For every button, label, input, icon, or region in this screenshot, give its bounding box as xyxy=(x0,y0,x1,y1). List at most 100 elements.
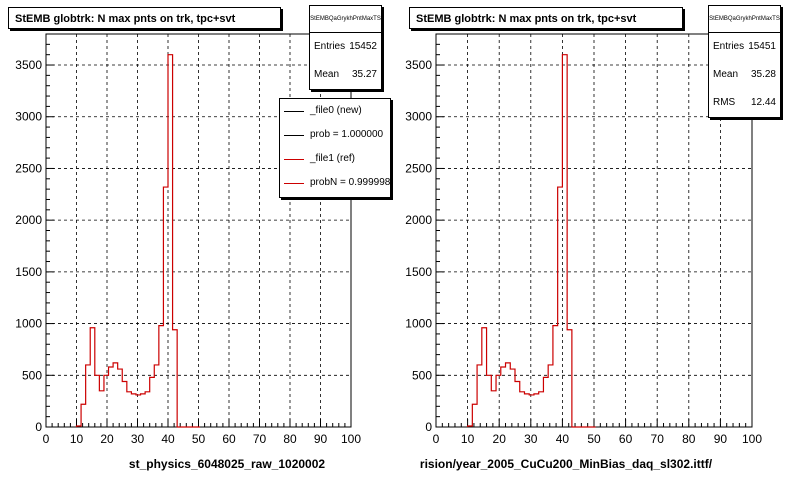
x-tick-label: 20 xyxy=(493,432,507,446)
histogram-bin xyxy=(558,187,563,427)
histogram-bin xyxy=(95,375,100,427)
stats-key: Mean xyxy=(314,69,340,80)
x-tick-label: 70 xyxy=(253,432,267,446)
x-tick-label: 90 xyxy=(714,432,728,446)
y-tick-label: 3500 xyxy=(405,58,432,72)
legend-entry: probN = 0.999998 xyxy=(280,171,390,195)
histogram-bin xyxy=(472,404,477,427)
y-tick-label: 3000 xyxy=(15,110,42,124)
histogram-bin xyxy=(524,394,529,427)
histogram-bin xyxy=(109,367,114,427)
y-tick-label: 0 xyxy=(35,420,42,434)
plot-frame xyxy=(435,33,753,428)
legend-swatch xyxy=(284,135,304,136)
stats-value: 35.28 xyxy=(750,69,776,80)
histogram-bin xyxy=(145,392,150,427)
histogram-bin xyxy=(77,426,82,427)
y-tick-label: 500 xyxy=(412,368,432,382)
histogram-bin xyxy=(529,395,534,427)
legend-swatch xyxy=(284,183,304,184)
histogram-bin xyxy=(81,404,86,427)
histogram-bin xyxy=(520,392,525,427)
y-tick-label: 1500 xyxy=(15,265,42,279)
stats-key: Entries xyxy=(713,41,745,52)
histogram-bin xyxy=(482,328,487,427)
histogram-bin xyxy=(90,328,95,427)
histogram-bin xyxy=(567,330,572,427)
x-tick-label: 100 xyxy=(742,432,762,446)
legend-entry: prob = 1.000000 xyxy=(280,123,390,147)
histogram-bin xyxy=(136,395,141,427)
histogram-bin xyxy=(159,326,164,427)
legend-entry: _file0 (new) xyxy=(280,99,390,123)
stats-value: 12.44 xyxy=(750,97,776,108)
stats-key: RMS xyxy=(713,97,736,108)
stats-row-entries: Entries 15452 xyxy=(310,33,381,61)
x-tick-label: 80 xyxy=(682,432,696,446)
x-tick-label: 20 xyxy=(100,432,114,446)
y-tick-label: 2500 xyxy=(15,161,42,175)
x-tick-label: 90 xyxy=(314,432,328,446)
stats-value: 15451 xyxy=(748,41,776,52)
histogram-bin xyxy=(487,375,492,427)
x-tick-label: 60 xyxy=(222,432,236,446)
stats-value: 35.27 xyxy=(351,69,377,80)
y-tick-label: 2000 xyxy=(15,213,42,227)
histogram-bin xyxy=(104,375,109,427)
chart-panel-2: 0 10 20 30 40 50 60 70 80 90 100050010001500200025… xyxy=(405,33,762,446)
histogram-bin xyxy=(539,392,544,427)
y-tick-label: 2500 xyxy=(405,161,432,175)
histogram-bin xyxy=(163,187,168,427)
x-tick-label: 40 xyxy=(556,432,570,446)
x-tick-label: 100 xyxy=(341,432,361,446)
histogram-bin xyxy=(534,394,539,427)
histogram-bin xyxy=(86,365,91,427)
x-axis-label: rision/year_2005_CuCu200_MinBias_daq_sl3… xyxy=(419,457,713,471)
histogram-bin xyxy=(113,363,118,427)
histogram-bin xyxy=(501,367,506,427)
stats-row-entries: Entries 15451 xyxy=(709,33,780,61)
x-tick-label: 0 xyxy=(43,432,50,446)
histogram-bin xyxy=(99,391,104,427)
histogram-bin xyxy=(548,365,553,427)
y-tick-label: 1000 xyxy=(15,317,42,331)
y-tick-label: 0 xyxy=(425,420,432,434)
y-tick-label: 1000 xyxy=(405,317,432,331)
histogram-bin xyxy=(173,330,178,427)
y-tick-label: 1500 xyxy=(405,265,432,279)
histogram-bin xyxy=(553,326,558,427)
histogram-bin xyxy=(154,365,159,427)
x-tick-label: 50 xyxy=(192,432,206,446)
x-tick-label: 0 xyxy=(433,432,440,446)
chart-title: StEMB globtrk: N max pnts on trk, tpc+sv… xyxy=(8,7,281,29)
histogram-bin xyxy=(141,394,146,427)
chart-panel-1: 0 10 20 30 40 50 60 70 80 90 100050010001500200025… xyxy=(15,33,361,446)
stats-key: Mean xyxy=(713,69,739,80)
x-tick-label: 80 xyxy=(283,432,297,446)
histogram-bin xyxy=(491,391,496,427)
stats-row-mean: Mean 35.27 xyxy=(310,61,381,89)
histogram-bin xyxy=(150,377,155,427)
stats-box: StEMBQaGrykhPntMaxTS Entries 15451 Mean 35.2… xyxy=(708,5,781,118)
histogram-bin xyxy=(118,369,123,427)
legend-swatch xyxy=(284,159,304,160)
x-axis-label: st_physics_6048025_raw_1020002 xyxy=(128,457,326,471)
histogram-series-1 xyxy=(75,54,201,428)
stats-row-rms: RMS 12.44 xyxy=(709,89,780,117)
histogram-bin xyxy=(496,375,501,427)
y-tick-label: 3500 xyxy=(15,58,42,72)
x-tick-label: 60 xyxy=(619,432,633,446)
histogram-bin xyxy=(510,369,515,427)
chart-title: StEMB globtrk: N max pnts on trk, tpc+sv… xyxy=(409,7,683,29)
stats-box-name: StEMBQaGrykhPntMaxTS xyxy=(310,6,381,33)
histogram-bin xyxy=(131,394,136,427)
stats-value: 15452 xyxy=(349,41,377,52)
histogram-bin xyxy=(168,55,173,427)
legend-label: probN = 0.999998 xyxy=(310,177,391,188)
histogram-bin xyxy=(543,377,548,427)
x-tick-label: 30 xyxy=(131,432,145,446)
x-tick-label: 50 xyxy=(587,432,601,446)
histogram-bin xyxy=(468,426,473,427)
x-tick-label: 70 xyxy=(651,432,665,446)
